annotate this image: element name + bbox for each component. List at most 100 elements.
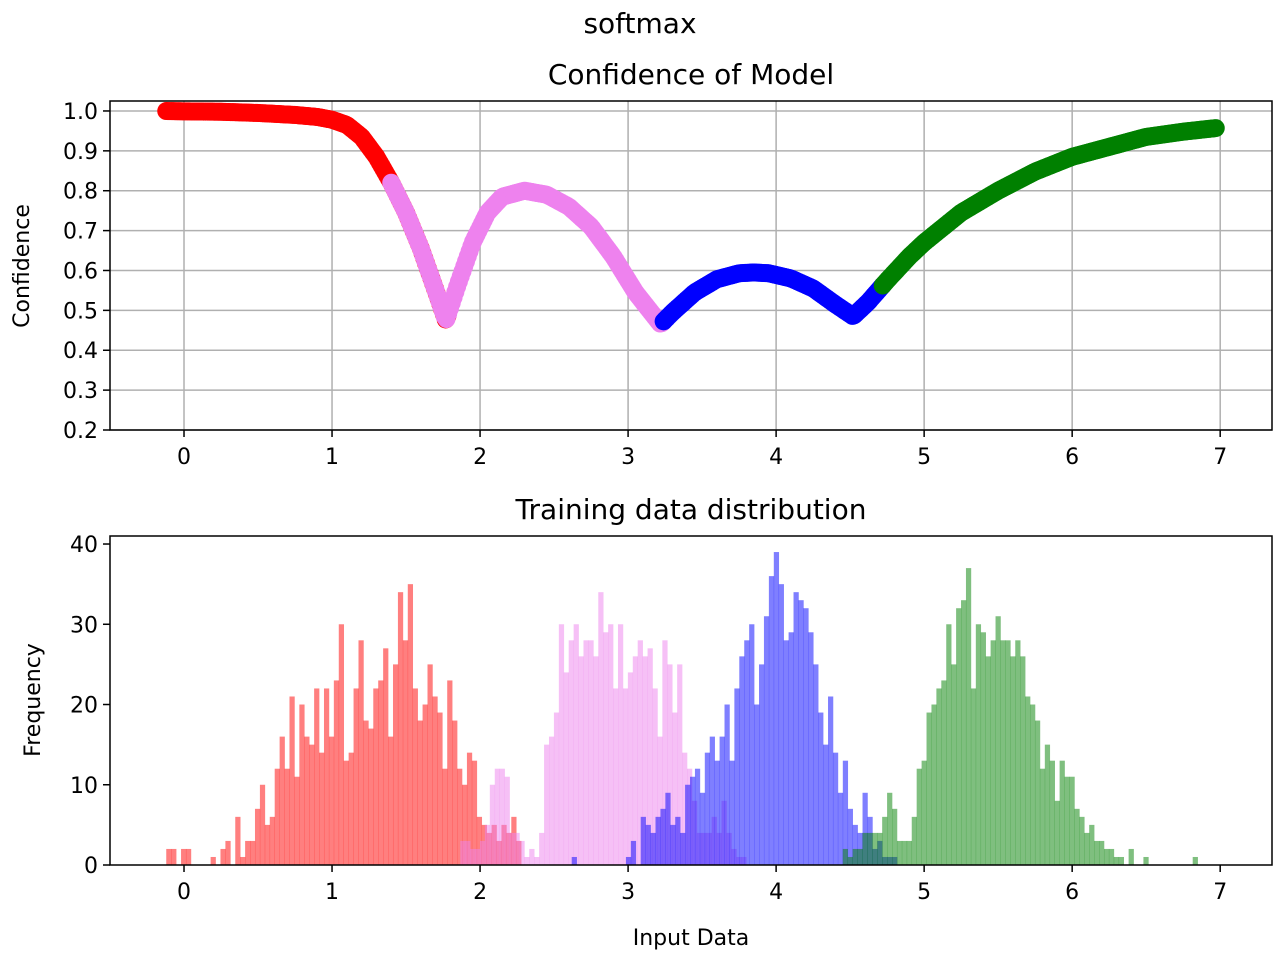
confidence-plot-frame (109, 100, 1273, 431)
histogram-bar-series-2 (622, 688, 629, 865)
histogram-bar-series-1 (264, 824, 271, 865)
histogram-bar-series-3 (808, 632, 814, 865)
histogram-bar-series-2 (583, 640, 589, 865)
confidence-x-tick-label: 5 (917, 445, 931, 470)
histogram-bar-series-1 (171, 848, 177, 865)
histogram-bar-series-2 (573, 624, 579, 865)
confidence-y-tick-label: 0.4 (63, 339, 98, 364)
histogram-bar-series-4 (956, 608, 962, 865)
histogram-bar-series-2 (548, 736, 555, 865)
histogram-bar-series-1 (462, 784, 468, 865)
histogram-bar-series-3 (709, 736, 715, 865)
histogram-bar-series-1 (245, 840, 251, 865)
histogram-bar-series-4 (1000, 640, 1006, 865)
histogram-bar-series-1 (185, 848, 192, 865)
histogram-bar-series-1 (422, 704, 428, 865)
histogram-bar-series-1 (417, 720, 423, 865)
histogram-bar-series-4 (965, 568, 972, 865)
histogram-bar-series-2 (539, 832, 545, 865)
confidence-y-tick-label: 0.2 (63, 419, 98, 444)
histogram-bar-series-3 (803, 608, 809, 865)
histogram-bar-series-2 (598, 592, 604, 865)
histogram-bar-series-2 (608, 624, 614, 865)
histogram-bar-series-1 (181, 848, 187, 865)
histogram-bar-series-1 (388, 736, 394, 865)
histogram-bar-series-2 (470, 848, 476, 865)
histogram-bar-series-2 (460, 840, 466, 865)
histogram-bar-series-4 (916, 768, 922, 865)
histogram-bar-series-3 (655, 816, 661, 865)
histogram-bar-series-3 (818, 712, 824, 865)
histogram-bar-series-4 (985, 656, 991, 865)
distribution-x-tick-label: 2 (473, 880, 487, 905)
histogram-bar-series-1 (269, 816, 275, 865)
histogram-bar-series-4 (1034, 720, 1041, 865)
histogram-bar-series-4 (995, 616, 1001, 865)
distribution-y-tick-label: 40 (70, 533, 98, 558)
histogram-bar-series-1 (250, 840, 256, 865)
histogram-bar-series-1 (437, 712, 443, 865)
distribution-y-tick-label: 10 (70, 774, 98, 799)
histogram-bar-series-2 (519, 840, 525, 865)
histogram-bar-series-2 (672, 712, 678, 865)
histogram-bar-series-4 (877, 832, 883, 865)
histogram-bar-series-4 (975, 624, 982, 865)
histogram-bar-series-1 (412, 688, 418, 865)
distribution-y-ticks: 0 10 20 30 40 (70, 533, 110, 879)
confidence-y-axis-label: Confidence (10, 204, 35, 328)
histogram-bar-series-4 (1113, 856, 1120, 865)
histogram-bar-series-3 (749, 624, 755, 865)
histogram-bar-series-2 (637, 640, 643, 865)
confidence-y-tick-label: 0.8 (63, 180, 98, 205)
histogram-bar-series-1 (363, 720, 369, 865)
histogram-bar-series-4 (961, 600, 967, 865)
histogram-bar-series-1 (333, 680, 340, 865)
confidence-x-tick-label: 7 (1213, 445, 1227, 470)
histogram-bar-series-1 (397, 592, 404, 865)
histogram-bar-series-1 (407, 584, 414, 865)
distribution-chart-title: Training data distribution (515, 493, 867, 526)
distribution-x-axis-label: Input Data (633, 926, 750, 951)
histogram-bar-series-3 (690, 776, 696, 865)
histogram-bar-series-1 (466, 752, 473, 865)
histogram-bar-series-4 (887, 792, 893, 865)
histogram-bar-series-4 (847, 856, 853, 865)
confidence-x-tick-label: 6 (1065, 445, 1079, 470)
histogram-bar-series-3 (793, 592, 799, 865)
histogram-bar-series-1 (358, 640, 364, 865)
histogram-bar-series-2 (475, 848, 481, 865)
figure-suptitle: softmax (583, 7, 696, 40)
histogram-bar-series-3 (699, 792, 706, 865)
histogram-bar-series-3 (724, 704, 730, 865)
histogram-bar-series-1 (319, 752, 325, 865)
histogram-bar-series-1 (427, 664, 433, 865)
histogram-bar-series-2 (613, 688, 619, 865)
histogram-bar-series-4 (862, 832, 868, 865)
histogram-bar-series-1 (274, 768, 280, 865)
histogram-bar-series-3 (694, 768, 701, 865)
histogram-bar-series-3 (660, 808, 666, 865)
histogram-bar-series-2 (494, 768, 500, 865)
histogram-bar-series-3 (798, 600, 804, 865)
histogram-bar-series-4 (1099, 840, 1105, 865)
histogram-bar-series-1 (289, 696, 295, 865)
histogram-bar-series-3 (714, 760, 720, 865)
histogram-bar-series-4 (931, 704, 937, 865)
histogram-bar-series-3 (842, 760, 849, 865)
histogram-bar-series-4 (1059, 760, 1065, 865)
histogram-bar-series-4 (1079, 816, 1085, 865)
histogram-bar-series-2 (647, 648, 653, 865)
histogram-bar-series-1 (442, 768, 448, 865)
histogram-bar-series-2 (667, 664, 673, 865)
distribution-y-tick-label: 0 (84, 854, 98, 879)
histogram-bar-series-1 (210, 856, 216, 865)
histogram-bar-series-4 (1084, 832, 1090, 865)
histogram-bar-series-1 (368, 728, 374, 865)
histogram-bar-series-1 (323, 688, 330, 865)
confidence-x-tick-label: 2 (473, 445, 487, 470)
histogram-bar-series-1 (309, 744, 315, 865)
distribution-y-axis-label: Frequency (21, 643, 46, 757)
histogram-bar-series-4 (1094, 840, 1100, 865)
histogram-bar-series-1 (343, 760, 349, 865)
histogram-bar-series-3 (847, 808, 853, 865)
